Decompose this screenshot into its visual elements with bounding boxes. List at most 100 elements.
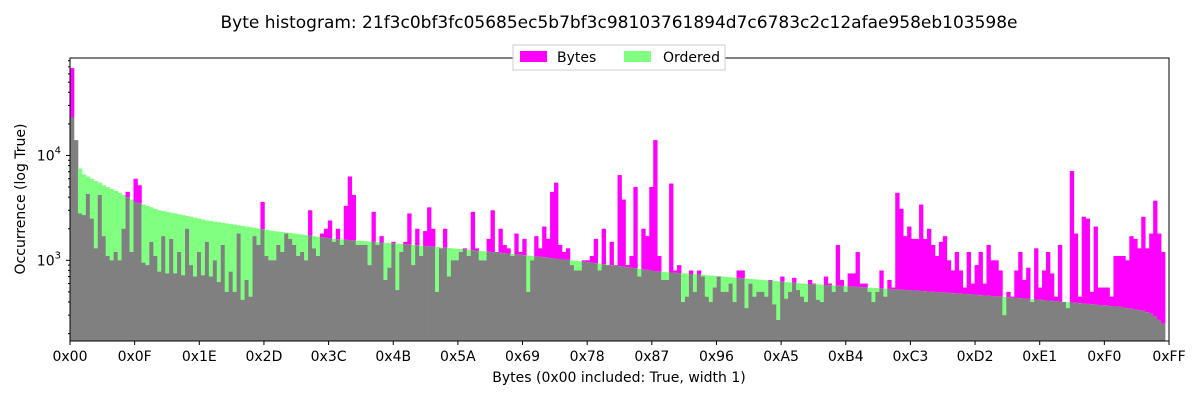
bytes-bar — [1053, 296, 1059, 302]
bytes-bar — [581, 260, 587, 262]
ordered-bar — [280, 232, 285, 253]
overlap-bar — [93, 248, 99, 341]
ordered-bar — [208, 221, 214, 277]
bytes-bar — [379, 236, 384, 243]
bytes-bar — [974, 265, 979, 295]
overlap-bar — [930, 291, 936, 341]
overlap-bar — [688, 274, 694, 341]
overlap-bar — [577, 270, 583, 341]
bytes-bar — [807, 279, 813, 285]
bytes-bar — [915, 238, 920, 291]
bytes-bar — [1113, 255, 1118, 307]
overlap-bar — [1157, 319, 1162, 341]
overlap-bar — [343, 239, 349, 341]
overlap-bar — [1141, 310, 1146, 341]
overlap-bar — [200, 275, 206, 341]
ordered-bar — [788, 282, 793, 292]
ordered-bar — [367, 241, 372, 266]
bytes-bar — [347, 176, 353, 241]
overlap-bar — [585, 262, 591, 341]
overlap-bar — [732, 302, 737, 341]
overlap-bar — [232, 291, 237, 341]
overlap-bar — [81, 215, 87, 341]
overlap-bar — [645, 269, 650, 341]
ordered-bar — [796, 283, 801, 291]
overlap-bar — [458, 252, 464, 341]
ordered-bar — [597, 263, 602, 271]
overlap-bar — [105, 255, 111, 341]
overlap-bar — [438, 248, 444, 341]
bytes-bar — [835, 244, 841, 286]
overlap-bar — [526, 291, 531, 341]
overlap-bar — [1014, 297, 1019, 341]
bytes-bar — [839, 279, 845, 286]
bytes-bar — [1129, 236, 1134, 309]
bytes-bar — [558, 244, 563, 259]
ordered-bar — [478, 250, 483, 261]
bytes-bar — [538, 248, 543, 257]
overlap-bar — [736, 277, 741, 341]
overlap-bar — [1042, 300, 1047, 341]
ordered-bar — [482, 251, 487, 261]
bytes-bar — [669, 183, 674, 273]
overlap-bar — [518, 254, 523, 341]
overlap-bar — [613, 265, 618, 341]
overlap-bar — [264, 255, 269, 341]
bytes-bar — [923, 238, 928, 292]
overlap-bar — [129, 252, 134, 341]
overlap-bar — [367, 265, 372, 341]
overlap-bar — [669, 272, 674, 341]
bytes-bar — [736, 270, 741, 278]
bytes-bar — [1014, 270, 1019, 298]
ordered-bar — [93, 181, 99, 249]
overlap-bar — [1093, 304, 1098, 341]
overlap-bar — [236, 233, 241, 341]
overlap-bar — [1053, 301, 1059, 341]
overlap-bar — [681, 302, 686, 341]
bytes-bar — [855, 252, 860, 287]
bytes-bar — [423, 231, 428, 246]
overlap-bar — [728, 283, 733, 341]
ordered-bar — [224, 223, 230, 292]
ordered-bar — [173, 213, 178, 274]
overlap-bar — [391, 243, 396, 341]
overlap-bar — [486, 251, 491, 341]
overlap-bar — [1161, 323, 1166, 341]
overlap-bar — [1117, 306, 1122, 341]
ordered-bar — [375, 242, 380, 245]
bytes-bar — [891, 287, 896, 290]
overlap-bar — [696, 274, 702, 341]
y-axis-label: Occurrence (log True) — [13, 124, 29, 275]
overlap-bar — [153, 255, 158, 341]
bytes-bar — [403, 241, 408, 245]
overlap-bar — [649, 270, 654, 341]
overlap-bar — [185, 228, 190, 341]
overlap-bar — [387, 267, 392, 341]
ordered-bar — [831, 285, 837, 292]
overlap-bar — [811, 284, 817, 341]
ordered-bar — [1002, 296, 1007, 316]
bytes-bar — [1101, 287, 1106, 306]
ordered-bar — [256, 228, 261, 245]
overlap-bar — [974, 294, 979, 341]
x-tick-label: 0x00 — [52, 349, 87, 365]
overlap-bar — [692, 291, 698, 341]
overlap-bar — [272, 260, 277, 341]
overlap-bar — [1085, 303, 1090, 341]
overlap-bar — [177, 252, 182, 341]
overlap-bar — [966, 294, 971, 341]
overlap-bar — [204, 241, 210, 341]
ordered-bar — [871, 287, 876, 303]
overlap-bar — [85, 193, 91, 341]
ordered-bar — [200, 219, 206, 276]
bytes-bar — [565, 248, 571, 260]
overlap-bar — [371, 241, 376, 341]
legend: Bytes Ordered — [512, 44, 726, 71]
ordered-bar — [252, 227, 257, 237]
overlap-bar — [359, 244, 364, 341]
bytes-bar — [1049, 273, 1055, 301]
overlap-bar — [395, 290, 400, 341]
overlap-bar — [522, 255, 527, 341]
ordered-bar — [526, 255, 531, 292]
